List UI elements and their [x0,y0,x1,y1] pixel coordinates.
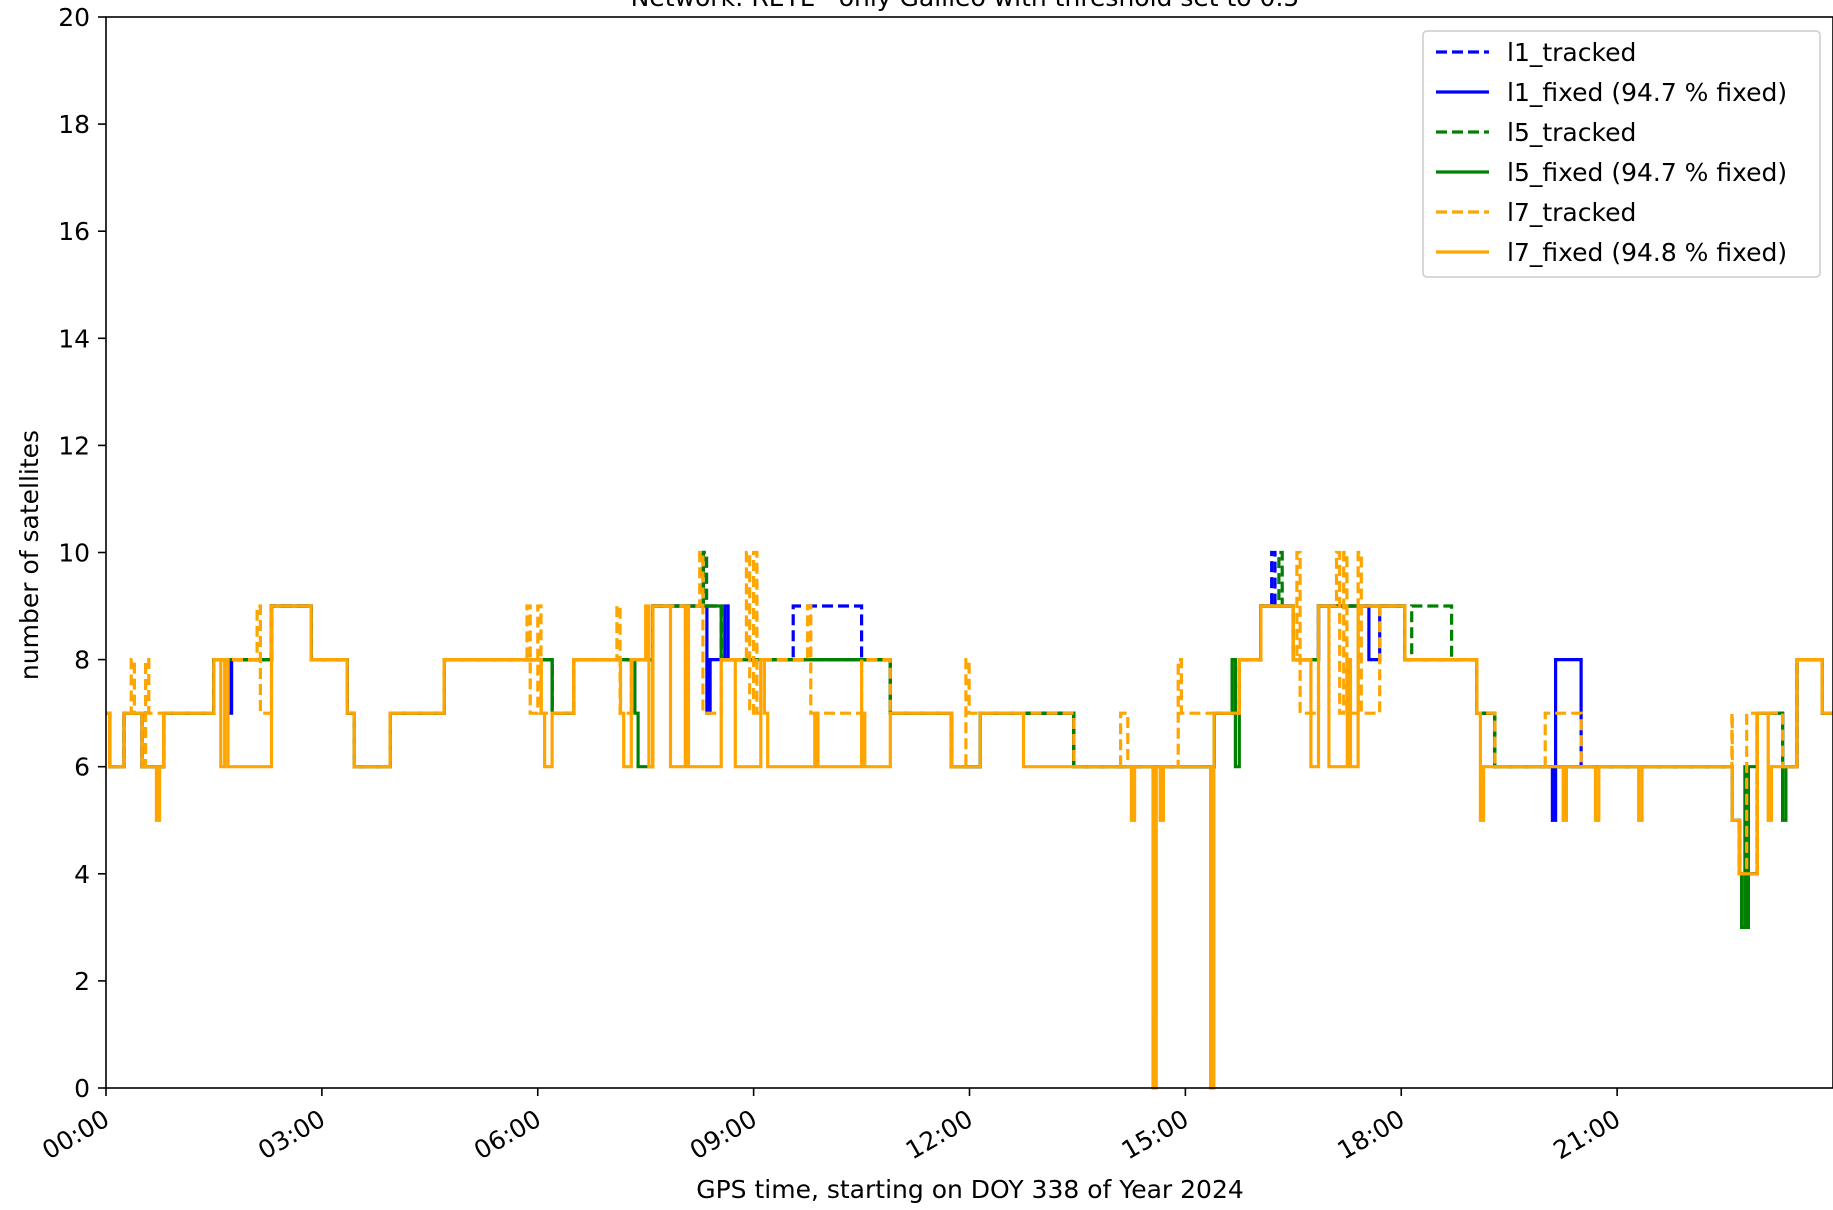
x-axis-label: GPS time, starting on DOY 338 of Year 20… [696,1175,1244,1204]
y-tick-label: 14 [58,324,90,353]
legend-label: l1_fixed (94.7 % fixed) [1507,78,1787,107]
legend: l1_tracked l1_fixed (94.7 % fixed) l5_trac… [1422,30,1821,278]
y-tick-label: 12 [58,431,90,460]
legend-label: l5_tracked [1507,118,1636,147]
legend-label: l7_tracked [1507,198,1636,227]
legend-label: l1_tracked [1507,38,1636,67]
legend-label: l7_fixed (94.8 % fixed) [1507,238,1787,267]
y-tick-label: 10 [58,539,90,568]
y-axis: 0 2 4 6 8 10 12 14 16 18 20 [58,3,106,1103]
y-tick-label: 18 [58,110,90,139]
y-tick-label: 16 [58,217,90,246]
y-tick-label: 6 [74,753,90,782]
legend-label: l5_fixed (94.7 % fixed) [1507,158,1787,187]
chart-title: Network: REYL - only Galileo with thresh… [631,0,1300,12]
y-tick-label: 4 [74,860,90,889]
series-line-6 [106,604,1833,1090]
series-line-5 [106,550,1833,876]
y-tick-label: 2 [74,967,90,996]
legend-box [1422,30,1821,278]
y-axis-label: number of satellites [15,430,44,680]
y-tick-label: 20 [58,3,90,32]
y-tick-label: 8 [74,646,90,675]
y-tick-label: 0 [74,1074,90,1103]
plot-area [106,550,1833,1090]
